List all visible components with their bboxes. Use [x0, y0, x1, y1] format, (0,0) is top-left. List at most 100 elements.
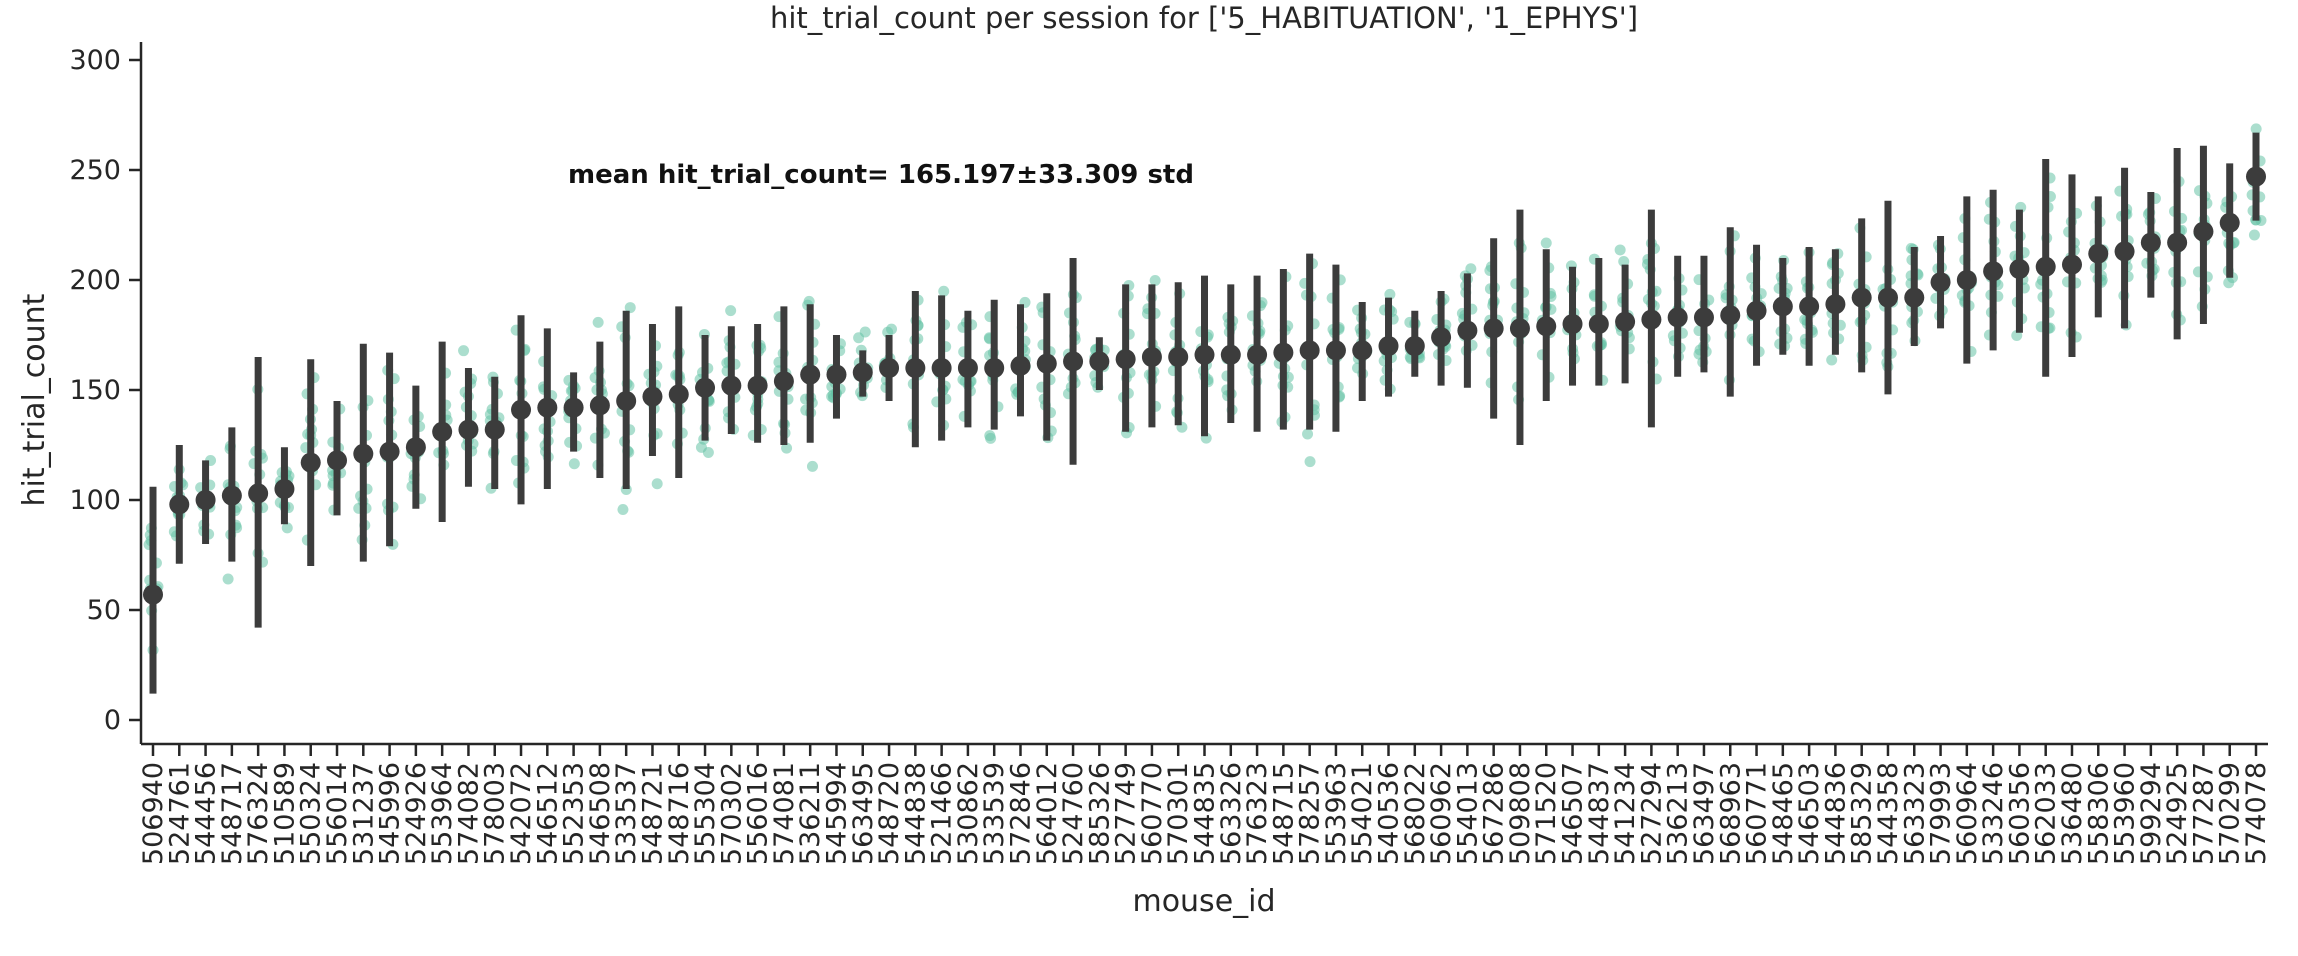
- mean-point: [1457, 320, 1478, 341]
- x-tick-label: 574078: [2241, 762, 2272, 865]
- mean-point: [957, 358, 978, 378]
- y-ticks: 0 50 100 150 200 250 300: [69, 45, 141, 736]
- x-tick-label: 509808: [1505, 762, 1536, 865]
- x-ticks: 5069405247615444565487175763245105895503…: [138, 744, 2272, 865]
- session-point: [281, 522, 293, 534]
- mean-point: [1772, 296, 1793, 317]
- x-tick-label: 510589: [269, 762, 300, 865]
- x-tick-label: 553960: [2110, 762, 2141, 865]
- x-tick-label: 563323: [1899, 762, 1930, 865]
- session-point: [1540, 237, 1552, 249]
- mean-point: [1693, 307, 1714, 328]
- mean-point: [537, 397, 558, 418]
- session-point: [1149, 275, 1161, 287]
- mean-point: [1877, 287, 1898, 308]
- mean-point: [747, 375, 768, 396]
- session-point: [886, 323, 898, 335]
- x-tick-label: 563326: [1216, 762, 1247, 865]
- y-tick-label: 300: [69, 45, 121, 76]
- mean-point: [1904, 287, 1925, 308]
- mean-point: [695, 377, 716, 398]
- mean-point: [143, 584, 163, 605]
- mean-point: [826, 364, 847, 385]
- x-tick-label: 536480: [2057, 762, 2088, 865]
- x-tick-label: 572846: [1005, 762, 1036, 865]
- session-point: [1384, 288, 1396, 300]
- x-tick-label: 548715: [1268, 762, 1299, 865]
- mean-point: [1115, 349, 1136, 370]
- x-tick-label: 548721: [637, 762, 668, 865]
- x-tick-label: 545996: [375, 762, 406, 865]
- x-tick-label: 585326: [1084, 762, 1115, 865]
- mean-point: [327, 450, 348, 471]
- x-tick-label: 530862: [953, 762, 984, 865]
- x-tick-label: 533537: [611, 762, 642, 865]
- x-tick-label: 546507: [1558, 762, 1589, 865]
- x-tick-label: 524761: [164, 762, 195, 865]
- x-tick-label: 544358: [1873, 762, 1904, 865]
- mean-point: [1378, 336, 1399, 356]
- mean-point: [1746, 300, 1767, 321]
- x-tick-label: 574081: [769, 762, 800, 865]
- mean-point: [1036, 353, 1057, 374]
- x-tick-label: 563497: [1689, 762, 1720, 865]
- x-tick-label: 576324: [243, 762, 274, 865]
- mean-point: [642, 386, 663, 407]
- mean-point: [1720, 305, 1741, 326]
- mean-point: [511, 399, 532, 420]
- mean-point: [1273, 342, 1294, 363]
- session-point: [806, 460, 818, 472]
- mean-point: [405, 437, 426, 458]
- x-tick-label: 544838: [900, 762, 931, 865]
- mean-point: [1799, 296, 1820, 317]
- x-tick-label: 574082: [453, 762, 484, 865]
- x-tick-label: 545994: [821, 762, 852, 865]
- x-tick-label: 548717: [217, 762, 248, 865]
- x-tick-label: 560770: [1137, 762, 1168, 865]
- x-tick-label: 570299: [2215, 762, 2246, 865]
- mean-point: [1825, 294, 1846, 315]
- x-tick-label: 564012: [1032, 762, 1063, 865]
- x-tick-label: 578003: [480, 762, 511, 865]
- x-tick-label: 560771: [1742, 762, 1773, 865]
- mean-point: [1641, 309, 1662, 330]
- mean-point: [1089, 351, 1110, 372]
- mean-point: [2009, 259, 2030, 279]
- x-tick-label: 555304: [690, 762, 721, 865]
- session-point: [2248, 229, 2260, 241]
- x-tick-label: 556016: [743, 762, 774, 865]
- mean-point: [1352, 340, 1373, 361]
- mean-point: [1536, 316, 1557, 337]
- mean-point: [1141, 347, 1162, 367]
- x-tick-label: 524925: [2162, 762, 2193, 865]
- x-tick-label: 570302: [716, 762, 747, 865]
- x-tick-label: 536211: [795, 762, 826, 865]
- x-tick-label: 552353: [559, 762, 590, 865]
- session-point: [1304, 456, 1316, 468]
- x-tick-label: 579993: [1926, 762, 1957, 865]
- mean-point: [1562, 314, 1583, 334]
- x-tick-label: 544835: [1190, 762, 1221, 865]
- x-tick-label: 560962: [1426, 762, 1457, 865]
- x-axis-title: mouse_id: [1132, 884, 1275, 919]
- mean-point: [458, 419, 479, 440]
- x-tick-label: 577287: [2188, 762, 2219, 865]
- x-tick-label: 521466: [927, 762, 958, 865]
- mean-point: [274, 479, 295, 499]
- mean-point: [2114, 241, 2135, 262]
- session-point: [859, 326, 871, 338]
- y-tick-label: 100: [69, 485, 121, 516]
- mean-point: [2035, 256, 2056, 277]
- y-tick-label: 200: [69, 265, 121, 296]
- x-tick-label: 550324: [296, 762, 327, 865]
- session-point: [1614, 244, 1626, 256]
- mean-annotation: mean hit_trial_count= 165.197±33.309 std: [568, 160, 1194, 190]
- x-tick-label: 541234: [1610, 762, 1641, 865]
- x-tick-label: 548716: [664, 762, 695, 865]
- x-tick-label: 544836: [1820, 762, 1851, 865]
- mean-point: [248, 483, 269, 504]
- x-tick-label: 544456: [191, 762, 222, 865]
- mean-point: [1667, 307, 1688, 328]
- session-point: [2250, 123, 2262, 135]
